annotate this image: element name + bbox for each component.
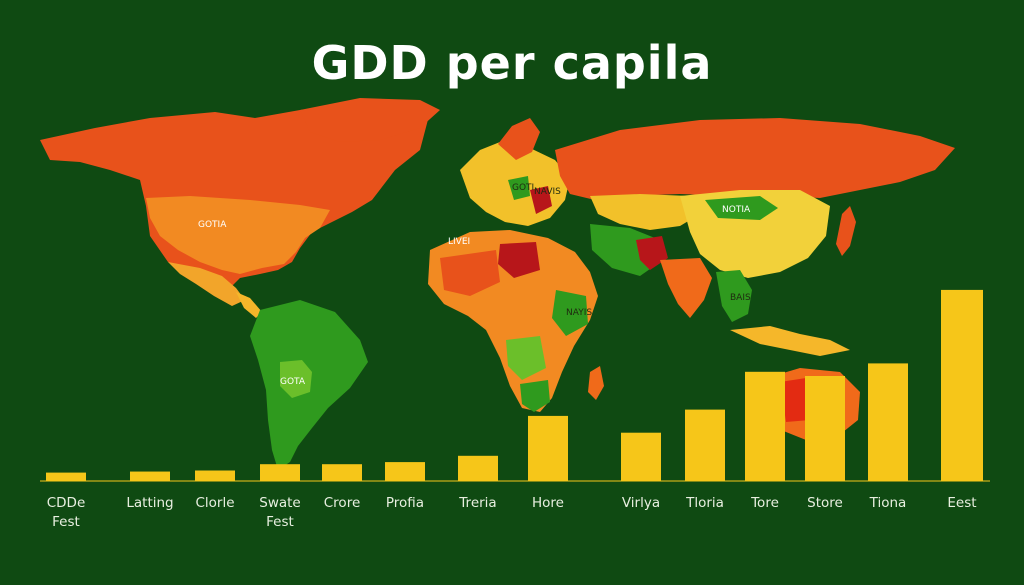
x-tick-label: Clorle [195,495,234,511]
bar-12 [868,363,908,481]
map-region-india [660,258,712,318]
map-label: GOTA [280,377,306,387]
map-region-australia-west [780,378,810,422]
x-tick-label: Tore [750,495,779,511]
map-region-madagascar [588,366,604,400]
x-tick-label: Crore [324,495,361,511]
map-region-southeast-asia [716,270,752,322]
x-tick-label: Profia [386,495,424,511]
map-region-usa [146,196,330,274]
map-region-middle-east [590,224,660,276]
map-region-central-europe [508,176,530,200]
bar-8 [621,432,661,481]
x-tick-label: Tloria [685,495,724,511]
map-region-central-asia [590,194,700,230]
map-region-japan [836,206,856,256]
map-region-central-africa [506,336,546,380]
map-label: GOTI [512,183,534,193]
bar-2 [195,470,235,481]
x-tick-label: Eest [947,495,976,511]
x-tick-label: Swate Fest [259,495,300,530]
bar-9 [685,409,725,481]
map-label: LIVEI [448,237,470,247]
map-region-southern-africa [520,380,550,412]
map-region-west-africa [440,250,500,296]
map-region-greenland [300,98,440,142]
x-tick-label: Treria [458,495,496,511]
map-region-scandinavia [498,118,540,160]
map-region-mexico [168,262,245,306]
map-label: BAIS [730,293,751,303]
x-tick-label: Store [807,495,843,511]
bar-1 [130,471,170,481]
map-region-russia [555,118,955,200]
bar-0 [46,472,86,481]
map-label: GOTIA [198,220,227,230]
bar-7 [528,415,568,481]
map-label: NAVIS [534,187,561,197]
x-tick-label: Latting [126,495,173,511]
map-region-north-america [40,104,430,292]
bar-11 [805,376,845,481]
bar-13 [941,289,983,481]
map-region-east-europe [530,186,552,214]
bar-10 [745,371,785,481]
x-tick-label: Hore [532,495,564,511]
map-label: NOTIA [722,205,751,215]
x-tick-label: Tiona [869,495,907,511]
chart-title: GDD per capila [311,36,713,90]
map-region-east-africa [552,290,588,336]
map-region-north-africa [498,242,540,278]
map-region-bolivia [280,360,312,398]
map-region-pakistan [636,236,668,270]
bar-3 [260,464,300,481]
bar-4 [322,464,362,481]
x-tick-label: CDDe Fest [47,495,86,530]
x-tick-label: Virlya [622,495,660,511]
bar-6 [458,455,498,481]
map-region-central-america [236,292,262,318]
bar-5 [385,462,425,481]
map-region-indonesia [730,326,850,356]
map-region-mongolia [705,196,778,220]
map-label: NAYIS [566,308,592,318]
